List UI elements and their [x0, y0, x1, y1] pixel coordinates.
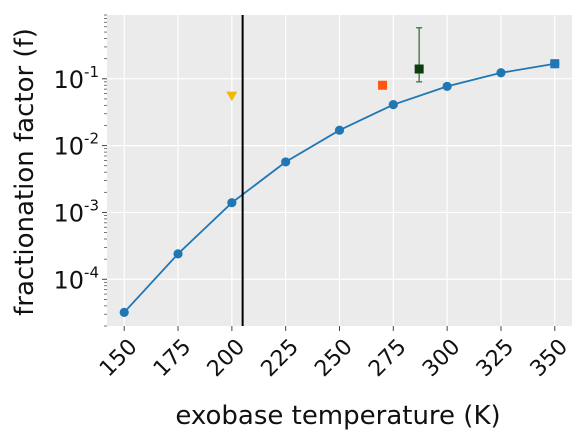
- data-point: [334, 125, 345, 135]
- square-marker: [378, 80, 388, 90]
- y-tick-base: 10: [53, 133, 84, 161]
- markers: [226, 27, 560, 102]
- data-point: [227, 198, 237, 208]
- y-tick-labels: 10-110-210-310-4: [53, 63, 99, 295]
- minor-ticks: [104, 14, 107, 327]
- y-tick-label: 10-1: [53, 63, 99, 94]
- y-tick-base: 10: [53, 266, 84, 294]
- x-axis-label: exobase temperature (K): [175, 401, 500, 431]
- y-tick-exponent: -3: [84, 196, 99, 214]
- data-point: [281, 157, 291, 167]
- triangle-marker: [226, 91, 238, 102]
- data-point: [119, 307, 129, 317]
- x-tick-label: 225: [257, 335, 304, 382]
- y-tick-label: 10-4: [53, 263, 99, 294]
- x-tick-label: 175: [149, 335, 196, 382]
- x-tick-label: 275: [364, 335, 411, 382]
- y-tick-label: 10-3: [53, 196, 99, 227]
- y-tick-base: 10: [53, 199, 84, 227]
- y-tick-exponent: -4: [84, 263, 99, 281]
- x-tick-label: 150: [95, 335, 142, 382]
- x-tick-label: 350: [526, 335, 573, 382]
- x-tick-label: 325: [472, 335, 519, 382]
- x-tick-label: 200: [203, 335, 250, 382]
- data-point: [442, 81, 452, 91]
- grid: [102, 15, 572, 331]
- data-point: [388, 100, 398, 110]
- y-tick-exponent: -1: [84, 63, 99, 81]
- x-tick-label: 250: [310, 335, 357, 382]
- x-tick-label: 300: [418, 335, 465, 382]
- square-marker: [550, 59, 560, 69]
- y-axis-label: fractionation factor (f): [10, 28, 40, 316]
- y-tick-base: 10: [53, 66, 84, 94]
- data-point: [496, 68, 506, 78]
- square-marker: [414, 64, 424, 74]
- x-tick-labels: 150 175 200 225 250 275 300 325 350: [95, 335, 573, 382]
- y-tick-exponent: -2: [84, 130, 99, 148]
- y-tick-label: 10-2: [53, 130, 99, 161]
- data-point: [173, 249, 183, 259]
